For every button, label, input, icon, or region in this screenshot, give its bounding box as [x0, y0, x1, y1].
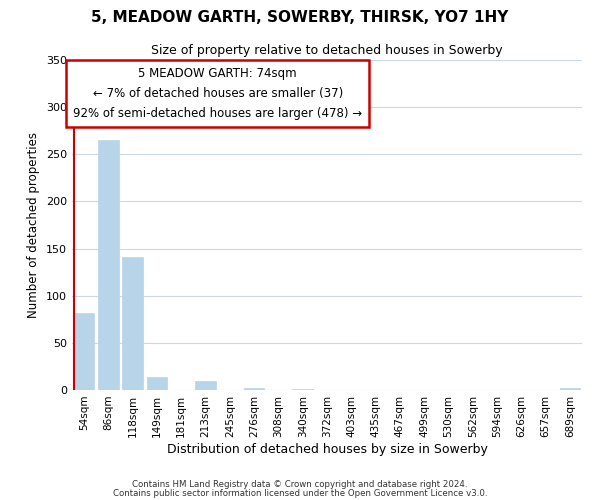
Bar — [74, 312, 94, 390]
Bar — [292, 389, 313, 390]
Bar — [560, 388, 580, 390]
Text: 5, MEADOW GARTH, SOWERBY, THIRSK, YO7 1HY: 5, MEADOW GARTH, SOWERBY, THIRSK, YO7 1H… — [91, 10, 509, 25]
Title: Size of property relative to detached houses in Sowerby: Size of property relative to detached ho… — [151, 44, 503, 58]
Text: Contains HM Land Registry data © Crown copyright and database right 2024.: Contains HM Land Registry data © Crown c… — [132, 480, 468, 489]
Bar — [146, 377, 167, 390]
Y-axis label: Number of detached properties: Number of detached properties — [28, 132, 40, 318]
Bar — [195, 380, 216, 390]
Bar — [122, 257, 143, 390]
Text: 5 MEADOW GARTH: 74sqm
← 7% of detached houses are smaller (37)
92% of semi-detac: 5 MEADOW GARTH: 74sqm ← 7% of detached h… — [73, 66, 362, 120]
Bar — [244, 388, 265, 390]
Bar — [98, 140, 119, 390]
Text: Contains public sector information licensed under the Open Government Licence v3: Contains public sector information licen… — [113, 488, 487, 498]
X-axis label: Distribution of detached houses by size in Sowerby: Distribution of detached houses by size … — [167, 442, 487, 456]
